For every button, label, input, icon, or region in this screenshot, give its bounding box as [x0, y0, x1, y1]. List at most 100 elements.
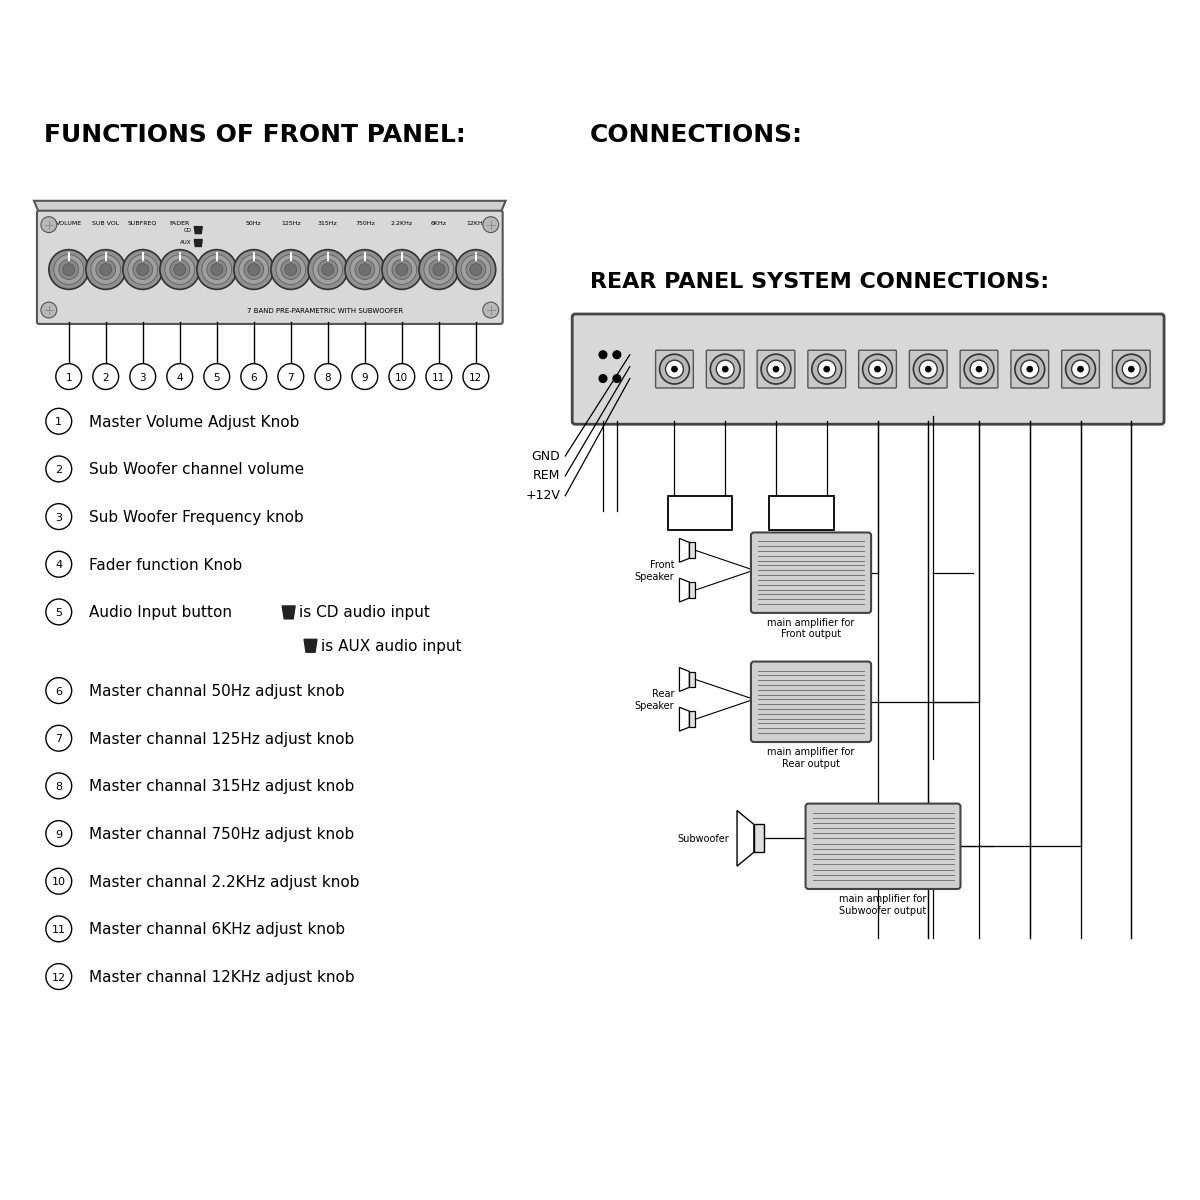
Text: Rear
Speaker: Rear Speaker — [635, 690, 674, 712]
Text: 8: 8 — [324, 372, 331, 383]
Text: CD: CD — [184, 228, 191, 233]
Circle shape — [59, 259, 79, 280]
Circle shape — [133, 259, 152, 280]
Circle shape — [122, 250, 163, 289]
Text: 50Hz: 50Hz — [246, 221, 262, 226]
FancyBboxPatch shape — [910, 350, 947, 388]
Text: Subwoofer: Subwoofer — [677, 834, 730, 845]
Text: 1: 1 — [55, 418, 62, 427]
Text: +12V: +12V — [526, 490, 560, 503]
Text: 8: 8 — [55, 782, 62, 792]
Circle shape — [613, 350, 620, 359]
Circle shape — [206, 259, 227, 280]
Text: main amplifier for
Rear output: main amplifier for Rear output — [767, 746, 854, 768]
Text: 3: 3 — [55, 512, 62, 522]
Text: Master channal 2.2KHz adjust knob: Master channal 2.2KHz adjust knob — [89, 875, 359, 889]
Circle shape — [433, 264, 445, 276]
Circle shape — [130, 364, 156, 390]
Circle shape — [482, 217, 499, 233]
Circle shape — [466, 259, 486, 280]
Circle shape — [46, 504, 72, 529]
Text: Fader function Knob: Fader function Knob — [89, 558, 242, 572]
FancyBboxPatch shape — [960, 350, 998, 388]
FancyBboxPatch shape — [689, 672, 695, 688]
Circle shape — [49, 250, 89, 289]
Text: Master channal 50Hz adjust knob: Master channal 50Hz adjust knob — [89, 684, 344, 700]
Circle shape — [318, 259, 337, 280]
Polygon shape — [34, 200, 505, 212]
Circle shape — [767, 360, 785, 378]
Circle shape — [241, 364, 266, 390]
FancyBboxPatch shape — [1062, 350, 1099, 388]
Text: Master channal 750Hz adjust knob: Master channal 750Hz adjust knob — [89, 827, 354, 842]
Text: 10: 10 — [395, 372, 408, 383]
Text: Master Volume Adjust Knob: Master Volume Adjust Knob — [89, 415, 299, 430]
FancyBboxPatch shape — [757, 350, 794, 388]
Circle shape — [46, 964, 72, 990]
Circle shape — [1072, 360, 1090, 378]
Circle shape — [392, 259, 412, 280]
Circle shape — [278, 364, 304, 390]
Circle shape — [818, 360, 835, 378]
Circle shape — [234, 250, 274, 289]
Circle shape — [248, 264, 259, 276]
Text: GND: GND — [532, 450, 560, 462]
Circle shape — [244, 259, 264, 280]
Text: 6KHz: 6KHz — [431, 221, 446, 226]
Circle shape — [344, 250, 385, 289]
Circle shape — [100, 264, 112, 276]
Polygon shape — [679, 539, 689, 563]
FancyBboxPatch shape — [37, 211, 503, 324]
FancyBboxPatch shape — [751, 661, 871, 742]
Circle shape — [823, 366, 829, 372]
Circle shape — [1015, 354, 1045, 384]
Text: Master channal 125Hz adjust knob: Master channal 125Hz adjust knob — [89, 732, 354, 746]
Text: 125Hz: 125Hz — [281, 221, 301, 226]
Text: 6: 6 — [251, 372, 257, 383]
Text: 7: 7 — [55, 734, 62, 744]
Text: 4: 4 — [55, 560, 62, 570]
FancyBboxPatch shape — [754, 824, 764, 852]
Circle shape — [1116, 354, 1146, 384]
Circle shape — [964, 354, 994, 384]
Circle shape — [197, 250, 236, 289]
Circle shape — [1021, 360, 1039, 378]
Circle shape — [137, 264, 149, 276]
Circle shape — [167, 364, 193, 390]
Text: 5: 5 — [214, 372, 220, 383]
Circle shape — [599, 374, 607, 383]
Text: 1: 1 — [66, 372, 72, 383]
Circle shape — [1122, 360, 1140, 378]
Circle shape — [672, 366, 678, 372]
Circle shape — [170, 259, 190, 280]
Circle shape — [96, 259, 115, 280]
Text: SUBFREQ: SUBFREQ — [128, 221, 157, 226]
Circle shape — [314, 364, 341, 390]
Text: is CD audio input: is CD audio input — [299, 606, 430, 620]
Text: Audio Input button: Audio Input button — [89, 606, 232, 620]
Circle shape — [428, 259, 449, 280]
Circle shape — [456, 250, 496, 289]
Text: 11: 11 — [52, 925, 66, 935]
FancyBboxPatch shape — [1010, 350, 1049, 388]
Text: Master channal 315Hz adjust knob: Master channal 315Hz adjust knob — [89, 779, 354, 794]
Circle shape — [913, 354, 943, 384]
Text: Master channal 12KHz adjust knob: Master channal 12KHz adjust knob — [89, 970, 354, 985]
Circle shape — [160, 250, 199, 289]
Polygon shape — [679, 667, 689, 691]
Text: FADER: FADER — [169, 221, 190, 226]
Circle shape — [1078, 366, 1084, 372]
Text: 3: 3 — [139, 372, 146, 383]
Text: SUB VOL: SUB VOL — [92, 221, 119, 226]
Text: AUX: AUX — [784, 504, 818, 522]
Text: Sub Woofer channel volume: Sub Woofer channel volume — [89, 462, 304, 478]
Text: VOLUME: VOLUME — [55, 221, 82, 226]
FancyBboxPatch shape — [751, 533, 871, 613]
Polygon shape — [282, 606, 295, 619]
Circle shape — [976, 366, 982, 372]
Text: 5: 5 — [55, 608, 62, 618]
Circle shape — [396, 264, 408, 276]
Circle shape — [46, 725, 72, 751]
Polygon shape — [194, 240, 203, 246]
Circle shape — [271, 250, 311, 289]
